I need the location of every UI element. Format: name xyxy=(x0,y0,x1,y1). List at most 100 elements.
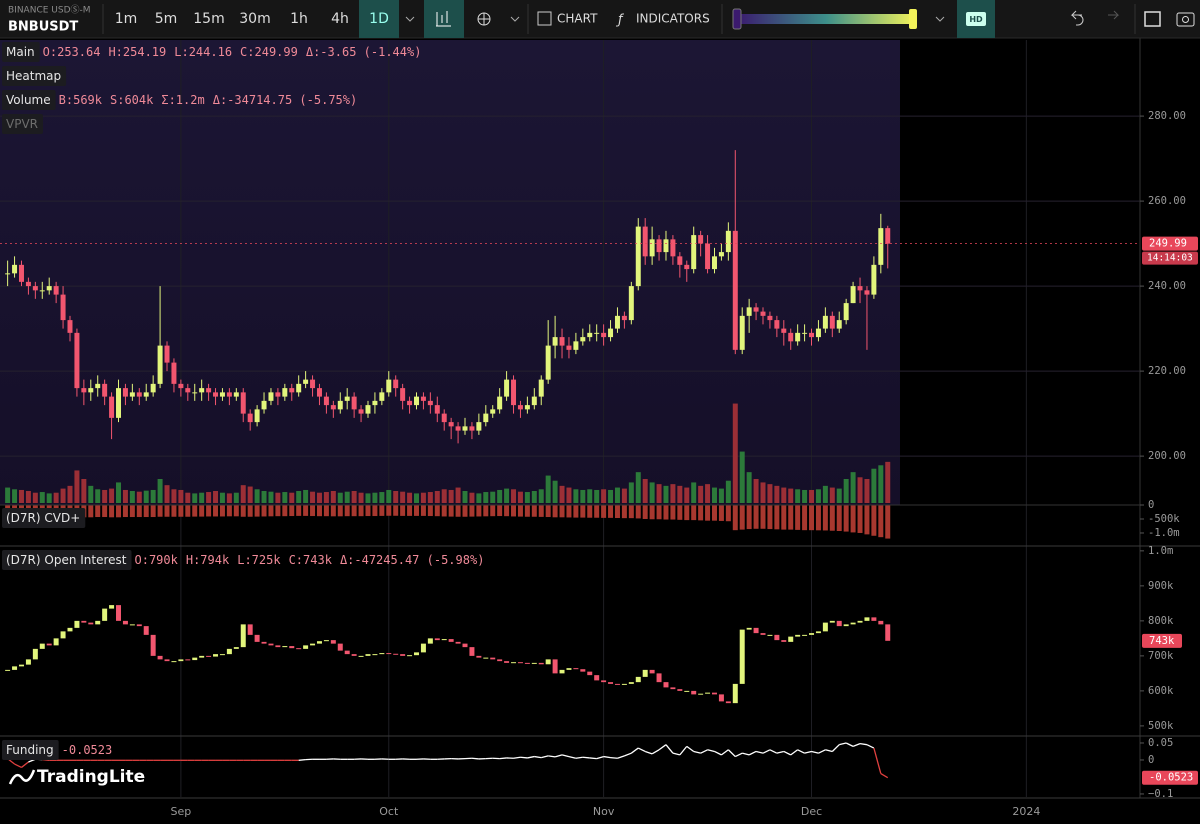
legend-label[interactable]: VPVR xyxy=(6,117,38,131)
volume-bar xyxy=(32,492,38,503)
volume-bar xyxy=(621,488,627,503)
candle-body xyxy=(829,315,835,329)
candle-body xyxy=(240,624,246,648)
x-tick-label: Dec xyxy=(801,805,822,818)
cvd-bar xyxy=(587,505,593,518)
candle-body xyxy=(12,264,18,274)
candle-body xyxy=(711,256,717,270)
timeframe-button[interactable]: 30m xyxy=(239,11,270,27)
volume-bar xyxy=(12,489,18,503)
indicators-button[interactable]: INDICATORS xyxy=(636,12,710,26)
legend-label[interactable]: (D7R) Open Interest xyxy=(6,553,127,567)
cvd-bar xyxy=(296,505,302,516)
candle-body xyxy=(95,383,101,389)
slider-handle[interactable] xyxy=(732,8,742,30)
camera-icon[interactable] xyxy=(1176,12,1195,27)
slider-handle[interactable] xyxy=(909,9,917,29)
candle-body xyxy=(718,694,724,702)
candle-body xyxy=(122,388,128,397)
legend-label[interactable]: Funding xyxy=(6,743,54,757)
legend-label[interactable]: (D7R) CVD+ xyxy=(6,511,80,525)
timeframe-button[interactable]: 1D xyxy=(369,11,389,27)
volume-bar xyxy=(289,492,295,503)
chart-type-button[interactable] xyxy=(424,0,464,38)
legend-label[interactable]: Heatmap xyxy=(6,69,61,83)
cvd-bar xyxy=(95,505,101,518)
chevron[interactable] xyxy=(510,16,520,22)
timeframe-button[interactable]: 5m xyxy=(155,11,178,27)
volume-bar xyxy=(850,472,856,503)
funding-segment xyxy=(603,755,611,759)
candle-body xyxy=(774,320,780,329)
candle-body xyxy=(871,264,877,295)
volume-bar xyxy=(303,489,309,503)
cvd-bar xyxy=(136,505,142,518)
cvd-bar xyxy=(192,505,198,517)
funding-segment xyxy=(541,755,549,759)
timeframe-button[interactable]: 1h xyxy=(290,11,308,27)
cvd-bar xyxy=(261,505,267,517)
candle-body xyxy=(157,655,163,660)
candle-body xyxy=(185,659,191,661)
candle-body xyxy=(809,332,815,338)
candle-body xyxy=(476,655,482,658)
symbol[interactable]: BNBUSDT xyxy=(8,20,78,35)
cvd-bar xyxy=(552,505,558,518)
candle-body xyxy=(566,668,572,670)
fx-icon: ƒ xyxy=(615,13,625,28)
volume-bar xyxy=(871,468,877,503)
volume-bar xyxy=(206,492,212,503)
candle-body xyxy=(25,659,31,665)
volume-bar xyxy=(587,489,593,503)
candle-body xyxy=(732,683,738,704)
volume-bar xyxy=(199,492,205,503)
candle-body xyxy=(102,608,108,621)
candle-body xyxy=(102,383,108,397)
timeframe-button[interactable]: 1m xyxy=(115,11,138,27)
chart-button[interactable]: CHART xyxy=(557,12,598,26)
timeframe-button[interactable]: 4h xyxy=(331,11,349,27)
chart-icon xyxy=(537,11,552,26)
candle-body xyxy=(254,634,260,642)
timeframe-button[interactable]: 15m xyxy=(193,11,224,27)
candle-body xyxy=(635,676,641,683)
candle-body xyxy=(601,332,607,338)
candle-body xyxy=(559,669,565,674)
funding-segment xyxy=(561,754,570,758)
volume-bar xyxy=(739,451,745,503)
candle-body xyxy=(109,396,115,418)
candle-body xyxy=(143,392,149,397)
cvd-bar xyxy=(393,505,399,516)
layout-icon[interactable] xyxy=(1144,11,1161,27)
heatmap-slider[interactable] xyxy=(737,14,915,24)
candle-body xyxy=(552,659,558,674)
cvd-bar xyxy=(538,505,544,517)
legend-label[interactable]: Main xyxy=(6,45,35,59)
volume-bar xyxy=(122,489,128,503)
volume-bar xyxy=(462,491,468,503)
cvd-bar xyxy=(656,505,662,520)
redo-icon[interactable] xyxy=(1108,10,1120,20)
candle-body xyxy=(129,392,135,397)
volume-bar xyxy=(407,492,413,503)
volume-bar xyxy=(566,487,572,503)
candle-body xyxy=(822,315,828,329)
legend-row: (D7R) CVD+ xyxy=(6,511,80,525)
cvd-bar xyxy=(698,505,704,521)
legend-label[interactable]: Volume xyxy=(6,93,51,107)
candle-body xyxy=(67,320,73,333)
volume-bar xyxy=(490,491,496,503)
funding-segment xyxy=(679,745,688,756)
undo-icon[interactable] xyxy=(1070,10,1084,26)
funding-segment xyxy=(831,744,840,752)
volume-bar xyxy=(677,485,683,503)
candle-body xyxy=(448,639,454,642)
volume-bar xyxy=(434,491,440,503)
candle-body xyxy=(386,379,392,393)
candle-body xyxy=(656,239,662,253)
chevron[interactable] xyxy=(935,16,945,22)
cvd-bar xyxy=(386,505,392,516)
chevron[interactable] xyxy=(405,16,415,22)
candle-body xyxy=(760,311,766,316)
legend-value: Σ:1.2m xyxy=(161,93,204,107)
